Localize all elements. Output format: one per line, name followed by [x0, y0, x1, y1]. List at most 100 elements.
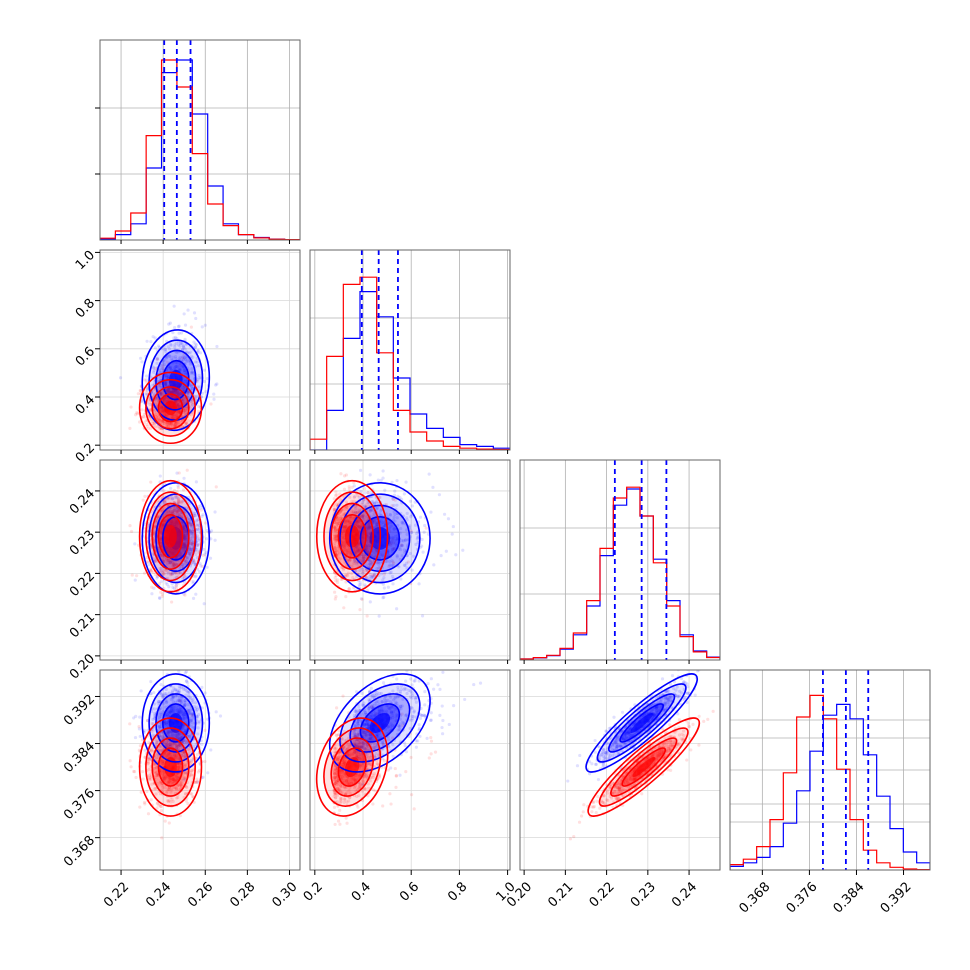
scatter-point	[336, 555, 340, 560]
histogram-panel-3	[520, 460, 720, 660]
scatter-point	[189, 539, 194, 543]
scatter-point	[168, 561, 172, 565]
scatter-point	[401, 539, 406, 543]
scatter-point	[182, 703, 187, 708]
scatter-point	[173, 522, 177, 526]
scatter-point	[342, 536, 346, 540]
scatter-point	[333, 529, 337, 533]
scatter-point	[333, 537, 337, 541]
scatter-point	[195, 523, 199, 527]
scatter-point	[382, 572, 386, 576]
scatter-point	[191, 535, 195, 539]
scatter-point	[171, 548, 175, 552]
scatter-point	[341, 529, 345, 534]
scatter-point	[153, 559, 157, 563]
scatter-point	[153, 425, 158, 429]
scatter-point	[173, 414, 177, 418]
scatter-point	[359, 557, 363, 561]
scatter-point	[150, 585, 154, 589]
scatter-point	[167, 387, 172, 391]
scatter-point	[177, 709, 182, 713]
scatter-point	[155, 401, 159, 405]
scatter-point	[185, 422, 190, 426]
scatter-point	[355, 519, 359, 523]
scatter-point	[379, 478, 383, 482]
scatter-point	[356, 550, 361, 554]
scatter-point	[174, 421, 178, 425]
scatter-point	[372, 501, 377, 506]
scatter-point	[161, 360, 165, 364]
scatter-point	[381, 520, 385, 525]
scatter-point	[174, 586, 178, 591]
scatter-point	[338, 557, 342, 561]
scatter-point	[159, 392, 163, 396]
scatter-point	[378, 495, 382, 500]
scatter-point	[392, 503, 396, 508]
scatter-point	[334, 490, 338, 494]
scatter-point	[168, 710, 172, 715]
scatter-point	[379, 522, 383, 526]
scatter-point	[185, 534, 189, 538]
scatter-point	[348, 522, 352, 526]
scatter-point	[334, 535, 338, 539]
scatter-point	[160, 409, 164, 413]
scatter-point	[190, 522, 194, 527]
density-fill	[164, 400, 177, 416]
scatter-point	[345, 573, 349, 577]
scatter-point	[378, 561, 382, 565]
scatter-point	[446, 517, 451, 521]
scatter-point	[343, 519, 347, 523]
scatter-point	[368, 575, 372, 579]
scatter-point	[177, 471, 181, 475]
contour-line	[157, 513, 184, 559]
scatter-point	[196, 780, 200, 784]
scatter-point	[142, 412, 146, 416]
scatter-point	[353, 546, 358, 550]
contour-line	[145, 491, 196, 582]
scatter-point	[178, 341, 182, 346]
panel-frame	[99, 39, 301, 241]
scatter-point	[168, 421, 172, 425]
scatter-point	[168, 548, 172, 552]
scatter-point	[145, 422, 149, 427]
scatter-point	[357, 549, 361, 553]
scatter-point	[167, 729, 171, 733]
scatter-point	[182, 368, 186, 373]
scatter-point	[191, 712, 195, 716]
scatter-point	[382, 586, 386, 590]
scatter-point	[371, 519, 375, 523]
scatter-point	[179, 735, 183, 739]
scatter-point	[162, 397, 166, 401]
scatter-point	[173, 688, 178, 692]
scatter-point	[153, 525, 157, 530]
scatter-point	[366, 491, 370, 495]
scatter-point	[177, 698, 181, 703]
scatter-point	[180, 500, 184, 504]
scatter-point	[374, 507, 378, 511]
scatter-point	[180, 364, 184, 368]
scatter-point	[388, 563, 392, 567]
scatter-point	[196, 726, 200, 730]
scatter-point	[400, 539, 404, 543]
scatter-point	[190, 715, 194, 719]
scatter-point	[188, 537, 193, 541]
scatter-point	[393, 547, 397, 551]
scatter-point	[181, 750, 185, 754]
scatter-point	[170, 390, 175, 395]
scatter-point	[172, 752, 176, 757]
scatter-point	[169, 390, 174, 394]
scatter-point	[186, 552, 190, 556]
scatter-point	[195, 777, 199, 781]
scatter-point	[379, 550, 383, 554]
scatter-point	[188, 546, 192, 550]
scatter-point	[146, 761, 151, 765]
scatter-point	[189, 523, 193, 527]
scatter-point	[214, 383, 218, 387]
scatter-point	[178, 367, 182, 371]
scatter-point	[177, 324, 181, 328]
scatter-point	[176, 325, 181, 329]
scatter-point	[333, 546, 337, 550]
scatter-point	[166, 731, 170, 735]
scatter-point	[191, 560, 195, 564]
scatter-point	[175, 510, 179, 514]
